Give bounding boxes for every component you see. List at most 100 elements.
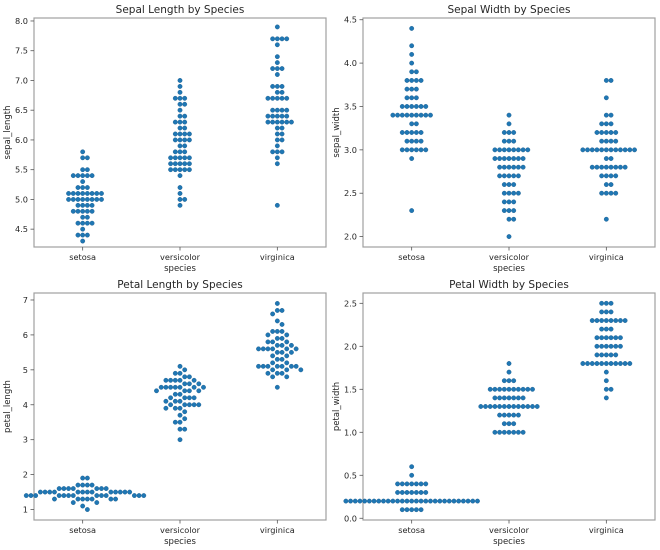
chart-title: Sepal Length by Species [116,4,245,16]
data-point [511,378,517,384]
data-point [511,130,517,135]
data-point [506,412,512,418]
data-point [487,404,493,409]
data-point [270,339,276,345]
data-point [75,208,81,214]
data-point [191,402,197,408]
y-axis-label: petal_width [332,382,342,431]
data-point [260,363,266,369]
data-point [80,214,86,220]
data-point [409,121,415,127]
data-point [23,493,29,498]
data-point [520,147,526,153]
data-point [84,482,90,488]
series-setosa [390,26,433,213]
data-point [168,402,174,408]
data-point [511,421,517,427]
data-point [182,125,188,131]
data-point [622,164,628,170]
data-point [274,89,280,95]
data-point [501,395,507,401]
data-point [279,349,285,355]
data-point [270,353,276,359]
data-point [274,113,280,119]
data-point [492,395,498,401]
data-point [99,197,104,202]
data-point [501,147,507,153]
data-point [395,490,400,495]
data-point [506,190,512,196]
data-point [599,138,605,144]
data-point [279,322,285,327]
data-point [177,391,183,397]
data-point [191,384,197,390]
data-point [399,130,405,135]
data-point [497,404,502,409]
data-point [413,104,419,109]
data-point [603,300,609,306]
data-point [618,318,623,323]
data-point [274,335,280,341]
data-point [172,391,178,397]
data-point [163,377,169,383]
data-point [451,498,457,504]
data-point [84,220,90,226]
data-point [357,498,363,504]
data-point [622,147,628,153]
data-point [177,419,183,425]
data-point [465,498,471,504]
y-tick-label: 4.5 [344,15,357,25]
data-point [501,429,507,435]
data-point [75,191,81,196]
data-point [506,208,512,213]
data-point [530,404,535,409]
data-point [603,216,609,222]
data-point [182,167,188,173]
data-point [352,498,358,504]
panel-petal-width: Petal Width by Species 0.0 0.5 1.0 1.5 2.0 2.5… [332,279,656,547]
data-point [608,121,614,127]
data-point [80,185,86,190]
data-point [28,493,34,498]
data-point [506,164,512,170]
data-point [274,342,280,348]
data-point [492,404,498,409]
data-point [279,137,285,143]
data-point [603,156,609,161]
data-point [274,149,280,155]
data-point [506,378,512,384]
data-point [413,121,419,127]
data-point [177,143,183,149]
data-point [270,66,276,71]
data-point [399,507,405,513]
data-point [404,104,410,109]
data-point [506,112,512,118]
data-point [594,164,600,170]
data-point [613,130,619,135]
y-tick-label: 7.5 [15,46,28,56]
data-point [70,208,76,214]
data-point [395,498,400,504]
data-point [186,395,192,401]
data-point [603,78,609,83]
data-point [172,419,178,425]
data-point [186,131,192,137]
data-point [168,377,174,383]
data-point [103,493,109,498]
data-point [404,112,410,118]
data-point [506,369,512,375]
data-point [279,329,285,334]
data-point [442,498,447,504]
data-point [501,190,507,196]
series-versicolor [492,112,531,239]
data-point [182,402,188,408]
data-point [622,318,628,323]
data-point [177,113,183,119]
data-point [274,24,280,30]
data-point [265,95,271,101]
data-point [511,138,517,144]
data-point [284,346,290,352]
data-point [191,395,197,401]
data-point [182,113,188,119]
